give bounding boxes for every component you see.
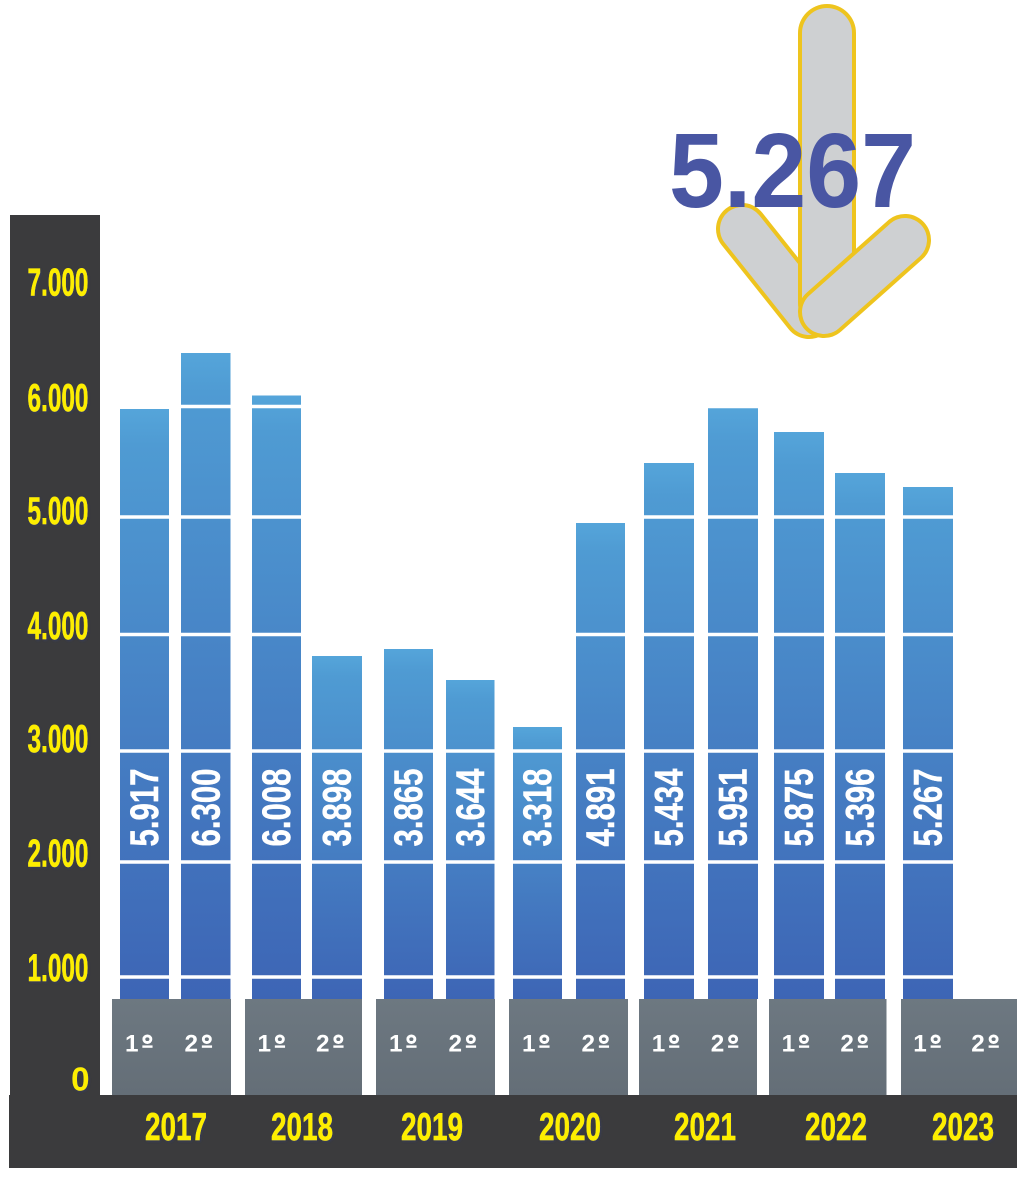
svg-text:1: 1 — [125, 1030, 139, 1057]
svg-text:2: 2 — [449, 1030, 463, 1057]
svg-text:3.318: 3.318 — [516, 769, 560, 847]
svg-text:2: 2 — [711, 1030, 725, 1057]
svg-text:2: 2 — [840, 1030, 854, 1057]
svg-text:3.644: 3.644 — [449, 768, 493, 847]
svg-text:2021: 2021 — [674, 1106, 736, 1149]
svg-text:1: 1 — [652, 1030, 666, 1057]
svg-text:5.267: 5.267 — [669, 112, 916, 230]
svg-text:1: 1 — [522, 1030, 536, 1057]
svg-text:2020: 2020 — [539, 1106, 601, 1149]
svg-text:2019: 2019 — [401, 1106, 463, 1149]
svg-text:5.000: 5.000 — [28, 490, 89, 533]
svg-text:2023: 2023 — [932, 1106, 994, 1149]
svg-text:2: 2 — [971, 1030, 985, 1057]
svg-text:6.008: 6.008 — [255, 769, 299, 847]
svg-text:2.000: 2.000 — [28, 833, 89, 876]
svg-text:6.300: 6.300 — [184, 769, 228, 847]
svg-text:6.000: 6.000 — [28, 377, 89, 420]
svg-text:1.000: 1.000 — [28, 947, 89, 990]
svg-text:2018: 2018 — [271, 1106, 333, 1149]
svg-text:4.891: 4.891 — [579, 769, 623, 847]
svg-text:2017: 2017 — [145, 1106, 207, 1149]
svg-text:7.000: 7.000 — [28, 262, 89, 305]
svg-text:3.000: 3.000 — [28, 718, 89, 761]
svg-text:1: 1 — [913, 1030, 927, 1057]
svg-text:3.898: 3.898 — [316, 769, 360, 847]
svg-text:5.267: 5.267 — [907, 769, 951, 847]
svg-text:5.951: 5.951 — [712, 769, 756, 847]
svg-text:3.865: 3.865 — [387, 769, 431, 847]
svg-text:5.396: 5.396 — [839, 769, 883, 847]
svg-text:5.875: 5.875 — [778, 769, 822, 847]
svg-text:1: 1 — [258, 1030, 272, 1057]
svg-text:2: 2 — [185, 1030, 199, 1057]
svg-text:1: 1 — [782, 1030, 796, 1057]
svg-text:2: 2 — [316, 1030, 330, 1057]
svg-text:2022: 2022 — [805, 1106, 867, 1149]
svg-text:1: 1 — [389, 1030, 403, 1057]
svg-text:5.434: 5.434 — [648, 768, 692, 847]
svg-text:4.000: 4.000 — [28, 605, 89, 648]
svg-text:0: 0 — [71, 1061, 89, 1098]
svg-text:2: 2 — [582, 1030, 596, 1057]
svg-text:5.917: 5.917 — [123, 769, 167, 847]
